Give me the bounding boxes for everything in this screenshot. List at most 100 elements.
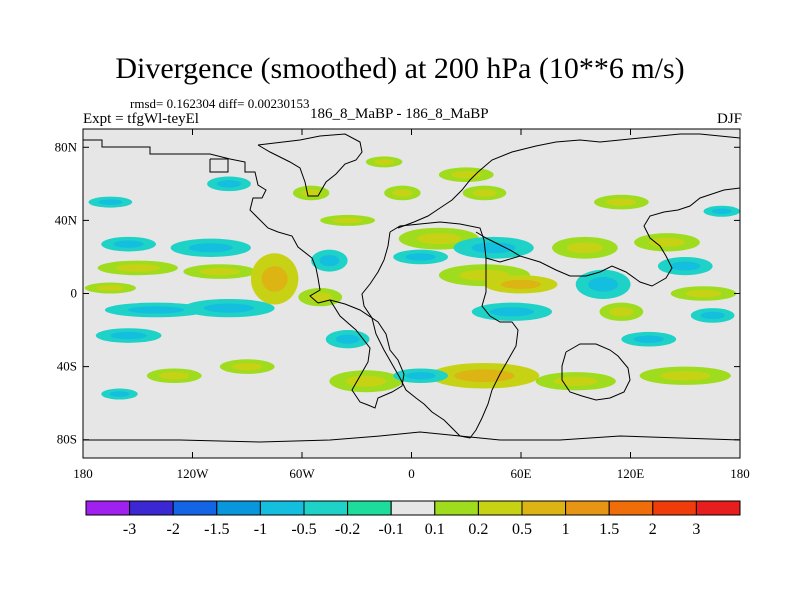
colorbar-label-1: -2	[167, 521, 180, 538]
antarctica-coastline	[83, 431, 740, 443]
eurasia-coastline	[397, 133, 740, 229]
map-background	[83, 129, 740, 458]
anomaly-patch-core-20	[500, 279, 542, 289]
anomaly-patch-core-17	[405, 253, 436, 261]
colorbar-swatch-9	[477, 500, 523, 516]
axis-ticks: 180 120W 60W 0 60E 120E 180 80N 40N 0 40S 80S	[55, 129, 750, 481]
anomaly-patch-core-40	[711, 208, 732, 214]
anomaly-patch-core-15	[332, 217, 363, 224]
colorbar-swatch-10	[521, 500, 567, 516]
anomaly-patch-core-32	[405, 372, 436, 380]
continent-outlines	[83, 133, 740, 443]
anomaly-patch-core-11	[335, 334, 360, 344]
anomaly-patch-core-22	[566, 242, 603, 254]
colorbar-swatch-2	[172, 500, 218, 516]
anomaly-patch-core-21	[489, 307, 534, 317]
anomaly-patch-core-34	[159, 372, 190, 380]
colorbar-swatch-7	[390, 500, 436, 516]
anomaly-patch-core-2	[96, 285, 125, 291]
colorbar-label-0: -3	[123, 521, 136, 538]
season-label: DJF	[716, 111, 742, 127]
anomaly-patch-core-18	[471, 242, 516, 254]
anomaly-patch-core-37	[451, 171, 482, 179]
anomaly-patch-core-14	[301, 189, 322, 197]
x-tick-label-0: 180	[73, 466, 93, 481]
anomaly-patch-core-39	[606, 198, 637, 206]
anomaly-patch-core-38	[472, 189, 497, 197]
anomaly-patch-core-27	[685, 289, 722, 298]
anomaly-patch-core-16	[416, 233, 461, 245]
anomaly-patch-core-3	[127, 306, 185, 314]
colorbar-label-13: 3	[692, 521, 700, 538]
anomaly-patch-core-26	[670, 261, 701, 271]
colorbar-swatch-0	[85, 500, 131, 516]
colorbar-label-12: 2	[649, 521, 657, 538]
south-america-coastline	[317, 299, 405, 409]
colorbar-swatch-13	[652, 500, 697, 516]
x-tick-label-6: 180	[730, 466, 750, 481]
colorbar-swatch-4	[259, 500, 305, 516]
anomaly-patch-core-35	[232, 362, 263, 371]
anomaly-patch-core-13	[216, 180, 242, 188]
anomaly-patch-core-23	[588, 277, 619, 292]
anomaly-patch-core-9	[319, 255, 340, 267]
anomaly-patch-core-6	[199, 267, 240, 276]
anomaly-patch-core-4	[110, 331, 147, 340]
anomaly-patch-core-1	[115, 264, 160, 272]
y-tick-label-2: 0	[71, 286, 78, 301]
colorbar-label-11: 1.5	[599, 521, 619, 538]
stats-line: rmsd= 0.162304 diff= 0.00230153	[130, 96, 310, 111]
y-tick-label-1: 40N	[55, 212, 78, 227]
colorbar-swatch-11	[565, 500, 610, 516]
case-label: 186_8_MaBP - 186_8_MaBP	[310, 106, 489, 122]
colorbar-swatch-8	[434, 500, 479, 516]
anomaly-patch-core-25	[648, 237, 686, 247]
colorbar-label-8: 0.2	[468, 521, 488, 538]
anomaly-patch-core-8	[261, 266, 288, 292]
anomaly-patch-core-12	[345, 375, 386, 387]
x-tick-label-1: 120W	[177, 466, 210, 481]
anomaly-patch-core-31	[553, 376, 598, 386]
anomaly-patch-core-36	[109, 391, 130, 397]
anomaly-patch-core-30	[454, 369, 515, 383]
anomaly-patch-core-0	[113, 240, 144, 248]
x-tick-label-5: 120E	[617, 466, 645, 481]
colorbar-label-10: 1	[562, 521, 570, 538]
y-tick-label-0: 80N	[55, 139, 78, 154]
asia-south-coastline	[485, 187, 740, 287]
y-tick-label-3: 40S	[57, 359, 77, 374]
colorbar-label-7: 0.1	[425, 521, 445, 538]
anomaly-patch-core-33	[660, 371, 711, 381]
x-tick-label-4: 60E	[511, 466, 532, 481]
africa-coastline	[361, 221, 519, 439]
anomaly-patch-core-41	[98, 199, 123, 205]
colorbar: -3 -2 -1.5 -1 -0.5 -0.2 -0.1 0.1 0.2 0.5 1 1.5 2 3	[85, 500, 741, 538]
colorbar-swatch-6	[347, 500, 392, 516]
colorbar-label-2: -1.5	[204, 521, 229, 538]
colorbar-swatch-12	[608, 500, 654, 516]
colorbar-swatch-5	[303, 500, 349, 516]
anomaly-patch-core-7	[203, 303, 255, 313]
y-tick-label-4: 80S	[57, 432, 77, 447]
colorbar-label-5: -0.2	[335, 521, 360, 538]
anomaly-field	[84, 156, 740, 400]
hudson-bay	[209, 158, 229, 173]
colorbar-swatch-1	[129, 500, 174, 516]
colorbar-label-3: -1	[254, 521, 267, 538]
anomaly-patch-core-29	[633, 335, 664, 343]
colorbar-swatch-3	[216, 500, 261, 516]
x-tick-label-3: 0	[408, 466, 415, 481]
experiment-label: Expt = tfgWl-teyEl	[83, 111, 199, 127]
colorbar-label-4: -0.5	[291, 521, 316, 538]
anomaly-patch-core-5	[188, 243, 233, 253]
arabia-coastline	[475, 231, 521, 257]
colorbar-swatch-14	[695, 500, 741, 516]
anomaly-patch-core-43	[374, 159, 395, 165]
colorbar-label-6: -0.1	[379, 521, 404, 538]
anomaly-patch-core-42	[392, 189, 413, 197]
anomaly-patch-core-28	[700, 311, 725, 320]
north-america-coastline	[83, 139, 321, 304]
colorbar-label-9: 0.5	[512, 521, 532, 538]
x-tick-label-2: 60W	[289, 466, 315, 481]
